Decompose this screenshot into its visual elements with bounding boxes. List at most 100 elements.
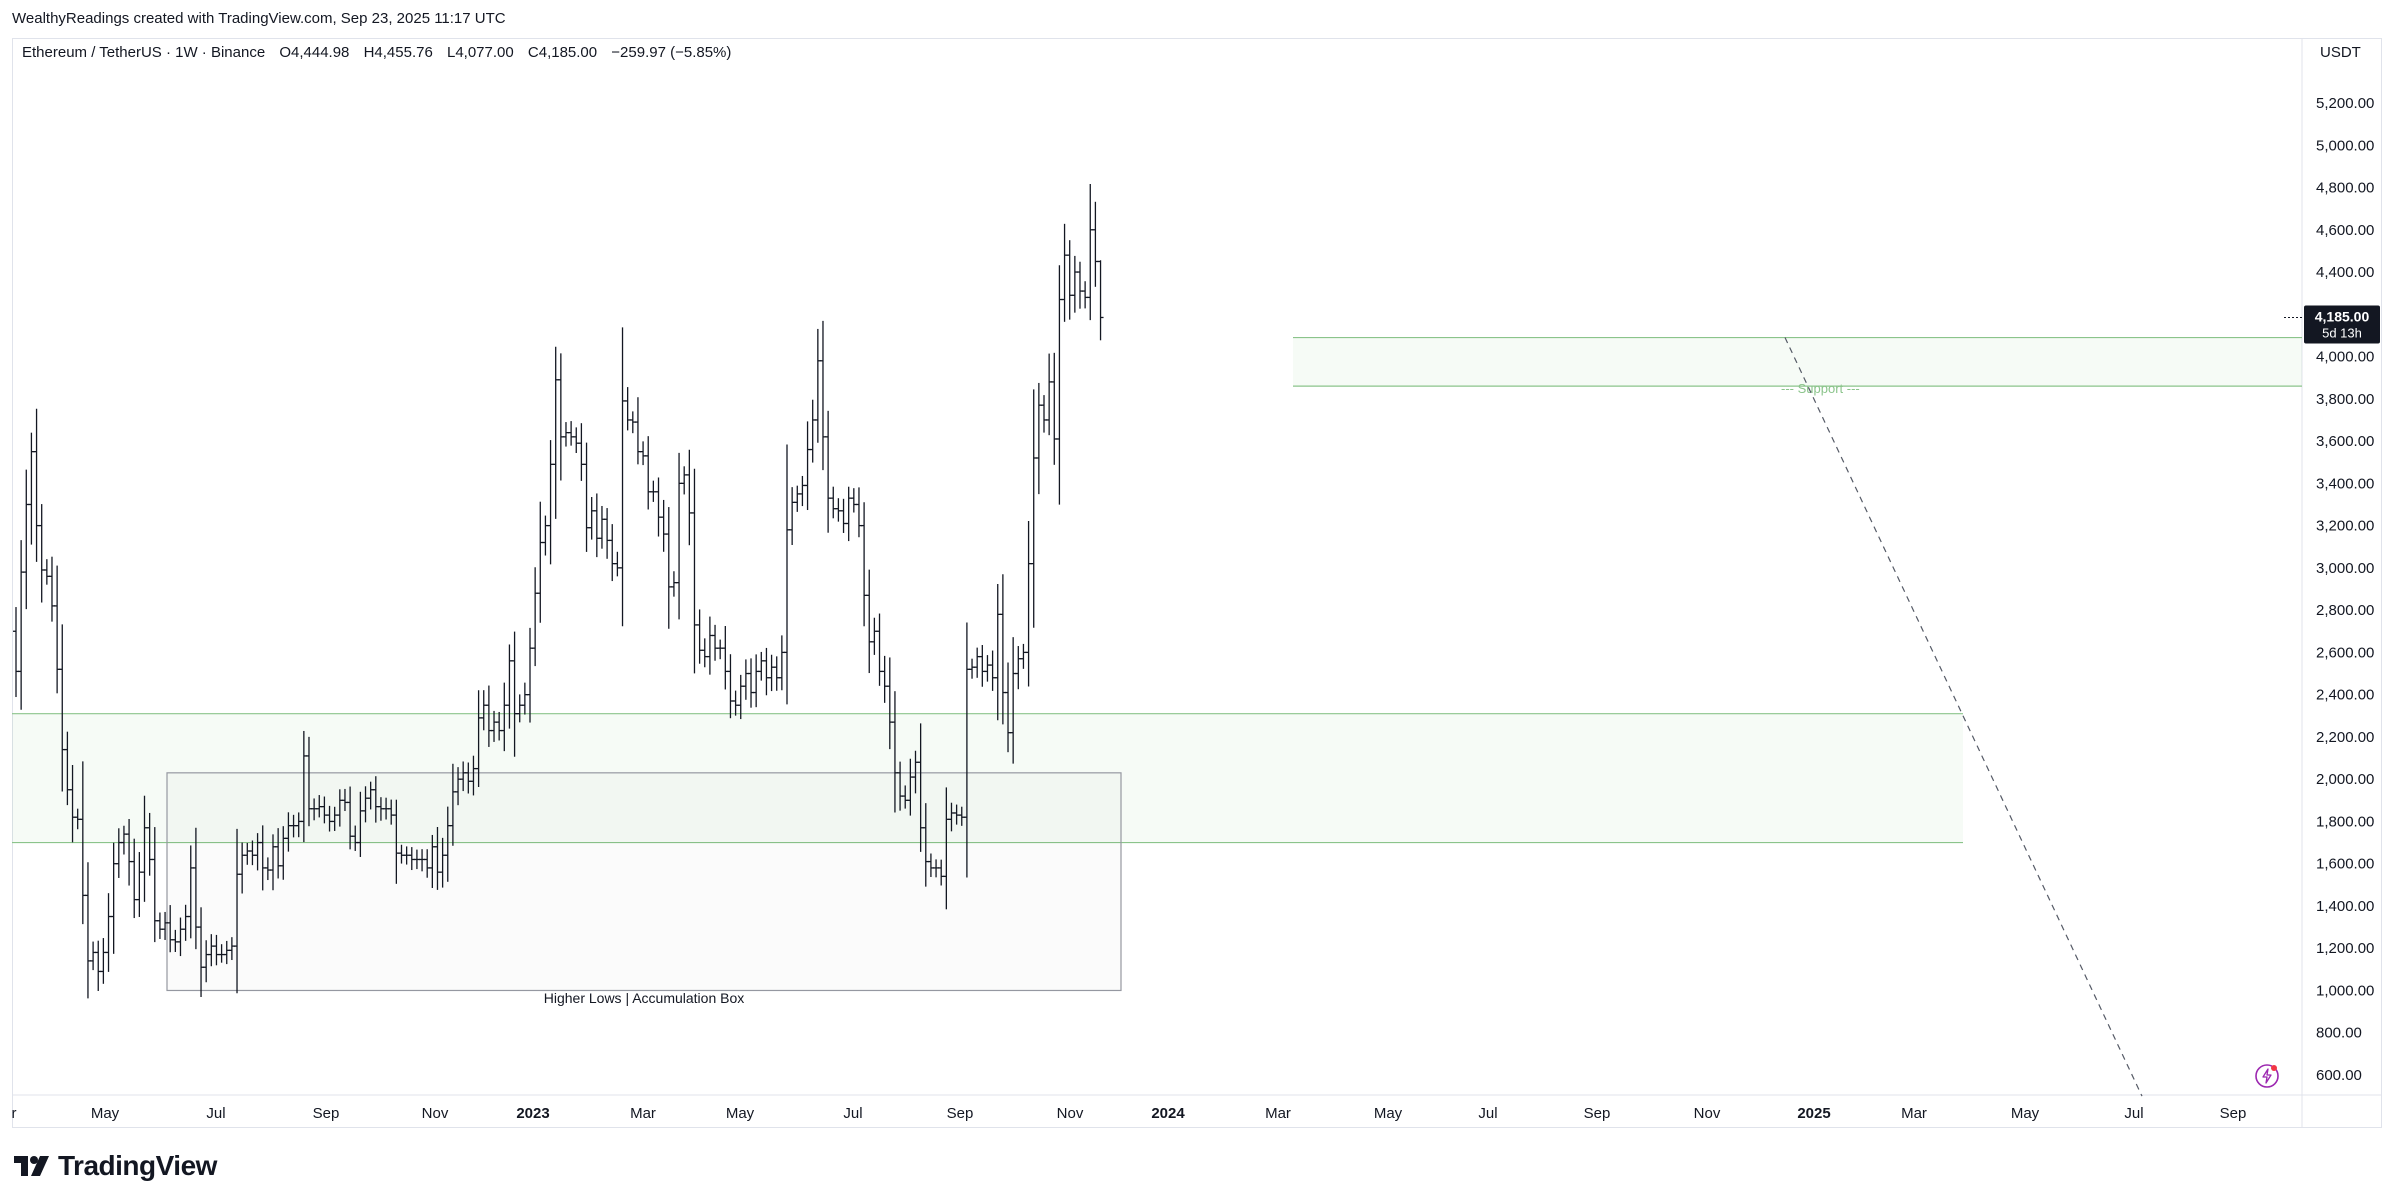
ohlc-bar[interactable] [593, 493, 600, 558]
ohlc-bar[interactable] [814, 328, 821, 443]
ohlc-bar[interactable] [1087, 184, 1094, 321]
ohlc-bar[interactable] [547, 440, 554, 565]
ohlc-bar[interactable] [655, 477, 662, 537]
ohlc-bar[interactable] [748, 658, 755, 708]
ohlc-bar[interactable] [1092, 201, 1099, 287]
ohlc-bar[interactable] [701, 638, 708, 668]
ohlc-bar[interactable] [686, 449, 693, 546]
ohlc-bar[interactable] [54, 565, 61, 694]
ohlc-bar[interactable] [969, 658, 976, 679]
ohlc-bar[interactable] [542, 515, 549, 556]
ohlc-bar[interactable] [645, 436, 652, 510]
ohlc-bar[interactable] [665, 507, 672, 629]
ohlc-bar[interactable] [737, 674, 744, 720]
ohlc-bar[interactable] [727, 654, 734, 719]
ohlc-bar[interactable] [557, 353, 564, 481]
ohlc-bar[interactable] [696, 609, 703, 664]
ohlc-bar[interactable] [110, 842, 117, 954]
ohlc-bar[interactable] [136, 852, 143, 917]
ohlc-bar[interactable] [825, 410, 832, 533]
ohlc-bar[interactable] [598, 505, 605, 549]
ohlc-bar[interactable] [18, 540, 25, 710]
lightning-bolt-icon[interactable] [2254, 1063, 2280, 1089]
ohlc-bar[interactable] [691, 468, 698, 674]
ohlc-bar[interactable] [568, 421, 575, 446]
ohlc-bar[interactable] [614, 551, 621, 577]
ohlc-bar[interactable] [1051, 352, 1058, 465]
ohlc-bar[interactable] [1015, 646, 1022, 690]
ohlc-bar[interactable] [28, 432, 35, 545]
ohlc-bar[interactable] [742, 659, 749, 700]
ohlc-bar[interactable] [712, 624, 719, 661]
ohlc-bar[interactable] [588, 496, 595, 540]
ohlc-bar[interactable] [1061, 223, 1068, 322]
ohlc-bar[interactable] [38, 504, 45, 603]
ohlc-bar[interactable] [660, 499, 667, 552]
ohlc-bar[interactable] [33, 408, 40, 562]
ohlc-bar[interactable] [1025, 520, 1032, 687]
ohlc-bar[interactable] [845, 486, 852, 542]
ohlc-bar[interactable] [784, 444, 790, 705]
ohlc-bar[interactable] [84, 862, 91, 999]
ohlc-bar[interactable] [604, 508, 611, 559]
ohlc-bar[interactable] [850, 488, 857, 513]
ohlc-bar[interactable] [789, 487, 796, 546]
ohlc-bar[interactable] [855, 487, 862, 538]
ohlc-bar[interactable] [552, 346, 559, 519]
ohlc-bar[interactable] [1071, 255, 1078, 313]
ohlc-bar[interactable] [532, 567, 539, 667]
ohlc-bar[interactable] [768, 654, 775, 692]
descending-trendline[interactable] [1784, 337, 2143, 1097]
ohlc-bar[interactable] [1066, 240, 1073, 320]
ohlc-bar[interactable] [1046, 353, 1053, 436]
last-price-tag[interactable] [2304, 305, 2380, 344]
ohlc-bar[interactable] [95, 940, 102, 991]
ohlc-bar[interactable] [583, 442, 590, 552]
ohlc-bar[interactable] [804, 421, 811, 511]
ohlc-bar[interactable] [871, 617, 878, 655]
ohlc-bar[interactable] [984, 655, 991, 682]
ohlc-bar[interactable] [999, 574, 1006, 725]
ohlc-bar[interactable] [624, 387, 631, 431]
ohlc-bar[interactable] [90, 941, 97, 971]
ohlc-bar[interactable] [629, 411, 636, 434]
ohlc-bar[interactable] [706, 616, 713, 675]
ohlc-bar[interactable] [989, 650, 996, 691]
ohlc-bar[interactable] [151, 827, 158, 943]
ohlc-bar[interactable] [717, 639, 724, 660]
currency-label[interactable]: USDT [2320, 44, 2361, 61]
ohlc-bar[interactable] [13, 607, 19, 698]
ohlc-bar[interactable] [994, 584, 1001, 721]
ohlc-bar[interactable] [100, 938, 107, 984]
ohlc-bar[interactable] [640, 441, 647, 466]
ohlc-bar[interactable] [676, 452, 683, 620]
ohlc-bar[interactable] [974, 647, 981, 678]
ohlc-bar[interactable] [758, 651, 765, 681]
ohlc-bar[interactable] [131, 838, 138, 919]
ohlc-bar[interactable] [1030, 389, 1037, 628]
ohlc-bar[interactable] [835, 498, 842, 522]
ohlc-bar[interactable] [1056, 265, 1063, 505]
ohlc-bar[interactable] [562, 422, 569, 447]
ohlc-bar[interactable] [809, 399, 816, 463]
ohlc-bar[interactable] [156, 912, 163, 939]
ohlc-bar[interactable] [778, 635, 785, 691]
tradingview-brand[interactable]: TradingView [14, 1150, 217, 1182]
ohlc-bar[interactable] [1041, 395, 1047, 433]
ohlc-bar[interactable] [830, 486, 837, 519]
ohlc-bar[interactable] [1076, 261, 1083, 309]
ohlc-bar[interactable] [681, 466, 688, 495]
ohlc-bar[interactable] [794, 485, 801, 512]
ohlc-bar[interactable] [609, 524, 616, 582]
ohlc-bar[interactable] [763, 647, 770, 696]
ohlc-bar[interactable] [773, 656, 780, 691]
ohlc-bar[interactable] [43, 559, 50, 585]
ohlc-bar[interactable] [578, 423, 585, 481]
ohlc-bar[interactable] [732, 690, 739, 716]
ohlc-bar[interactable] [537, 501, 544, 623]
ohlc-bar[interactable] [650, 480, 657, 502]
ohlc-bar[interactable] [840, 498, 847, 533]
ohlc-bar[interactable] [48, 556, 55, 622]
ohlc-bar[interactable] [1020, 643, 1027, 669]
ohlc-bar[interactable] [876, 613, 883, 686]
